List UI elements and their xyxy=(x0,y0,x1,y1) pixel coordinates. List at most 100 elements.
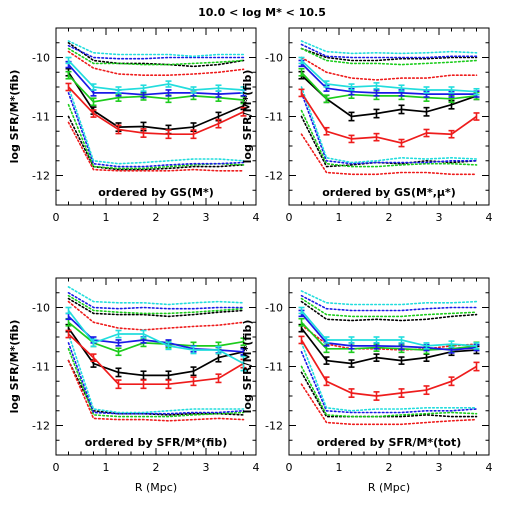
y-axis-label: log SFR/M*(fib) xyxy=(241,70,254,164)
y-tick-label: -12 xyxy=(32,170,50,183)
series-line-dotted-cyan xyxy=(300,86,478,164)
x-tick-label: 1 xyxy=(336,461,343,474)
series-line-green xyxy=(300,71,477,100)
series-line-dotted-green xyxy=(300,365,478,418)
y-tick-label: -12 xyxy=(265,170,283,183)
series-group xyxy=(65,40,247,172)
y-tick-label: -12 xyxy=(32,420,50,433)
figure-title: 10.0 < log M* < 10.5 xyxy=(198,6,326,19)
series-line-dotted-cyan xyxy=(300,40,478,55)
y-axis-label: log SFR/M*(fib) xyxy=(241,320,254,414)
series-line-dotted-red xyxy=(67,300,245,331)
series-line-dotted-green xyxy=(67,47,245,66)
series-line-black xyxy=(300,327,477,365)
series-line-dotted-red xyxy=(300,133,478,176)
series-line-dotted-black xyxy=(67,359,245,416)
x-tick-label: 0 xyxy=(286,211,293,224)
series-line-dotted-green xyxy=(300,109,478,168)
series-line-dotted-black xyxy=(300,371,478,418)
series-group xyxy=(298,40,480,176)
y-tick-label: -10 xyxy=(32,52,50,65)
series-line-cyan xyxy=(67,309,244,365)
x-tick-label: 4 xyxy=(486,461,493,474)
plot-frame xyxy=(55,277,257,456)
series-line-dotted-blue xyxy=(67,92,245,168)
y-axis-label: log SFR/M*(fib) xyxy=(8,320,21,414)
series-line-dotted-red xyxy=(67,121,245,172)
series-line-dotted-red xyxy=(67,359,245,422)
x-tick-label: 3 xyxy=(203,211,210,224)
series-line-red xyxy=(300,92,477,144)
series-line-dotted-green xyxy=(300,297,478,318)
x-tick-label: 0 xyxy=(53,211,60,224)
plot-frame xyxy=(288,27,490,206)
series-line-dotted-cyan xyxy=(300,290,478,306)
x-tick-label: 1 xyxy=(336,211,343,224)
y-tick-label: -10 xyxy=(265,302,283,315)
panel-annotation: ordered by SFR/M*(tot) xyxy=(317,436,462,449)
series-line-dotted-blue xyxy=(67,342,245,415)
x-tick-label: 3 xyxy=(203,461,210,474)
series-line-dotted-blue xyxy=(300,350,478,414)
x-tick-label: 2 xyxy=(386,211,393,224)
series-line-dotted-cyan xyxy=(67,333,245,414)
x-tick-label: 0 xyxy=(53,461,60,474)
series-line-dotted-cyan xyxy=(67,40,245,58)
series-line-dotted-green xyxy=(67,294,245,315)
series-group xyxy=(65,286,247,422)
x-tick-label: 2 xyxy=(153,461,160,474)
series-line-dotted-cyan xyxy=(300,342,478,412)
series-line-dotted-red xyxy=(300,324,478,351)
series-line-black xyxy=(300,74,477,118)
series-line-blue xyxy=(300,312,477,351)
series-line-dotted-cyan xyxy=(67,86,245,165)
panel-2: 0 1 2 3 4 -10 -11 -12 log SFR/M*(fib) ordered by … xyxy=(241,27,493,224)
series-line-cyan xyxy=(300,59,477,93)
x-tick-label: 2 xyxy=(386,461,393,474)
y-tick-label: -11 xyxy=(32,111,50,124)
series-line-dotted-blue xyxy=(300,43,478,59)
y-axis-label: log SFR/M*(fib) xyxy=(8,70,21,164)
x-tick-label: 1 xyxy=(103,461,110,474)
series-line-dotted-blue xyxy=(300,92,478,165)
panel-annotation: ordered by GS(M*) xyxy=(98,186,213,199)
series-line-dotted-black xyxy=(67,115,245,171)
series-line-dotted-red xyxy=(300,383,478,426)
series-line-black xyxy=(67,71,244,131)
series-line-black xyxy=(67,327,244,377)
series-line-red xyxy=(300,339,477,397)
y-tick-label: -11 xyxy=(265,111,283,124)
y-tick-label: -11 xyxy=(32,361,50,374)
series-line-dotted-green xyxy=(67,347,245,418)
series-line-green xyxy=(67,321,244,353)
panel-4: 0 1 2 3 4 -10 -11 -12 log SFR/M*(fib) R (Mpc) orde… xyxy=(241,277,493,494)
series-group xyxy=(298,290,480,426)
panel-3: 0 1 2 3 4 -10 -11 -12 log SFR/M*(fib) R (Mpc) orde… xyxy=(8,277,260,494)
series-line-dotted-black xyxy=(67,297,245,318)
x-tick-label: 3 xyxy=(436,211,443,224)
y-tick-label: -12 xyxy=(265,420,283,433)
series-line-dotted-black xyxy=(300,300,478,322)
x-axis-label: R (Mpc) xyxy=(135,481,177,494)
series-line-dotted-green xyxy=(300,47,478,66)
series-line-dotted-black xyxy=(300,47,478,62)
y-tick-label: -11 xyxy=(265,361,283,374)
y-tick-label: -10 xyxy=(32,302,50,315)
y-tick-label: -10 xyxy=(265,52,283,65)
panel-annotation: ordered by SFR/M*(fib) xyxy=(85,436,227,449)
series-line-blue xyxy=(67,64,244,96)
series-line-cyan xyxy=(67,59,244,91)
x-tick-label: 2 xyxy=(153,211,160,224)
panel-1: 0 1 2 3 4 -10 -11 -12 log SFR/M*(fib) ordered by … xyxy=(8,27,260,224)
x-tick-label: 4 xyxy=(486,211,493,224)
series-line-green xyxy=(67,74,244,103)
x-tick-label: 4 xyxy=(253,461,260,474)
series-line-dotted-red xyxy=(67,50,245,76)
series-line-red xyxy=(67,86,244,136)
series-line-dotted-black xyxy=(300,115,478,168)
x-tick-label: 4 xyxy=(253,211,260,224)
panel-annotation: ordered by GS(M*,μ*) xyxy=(322,186,456,199)
series-line-dotted-cyan xyxy=(67,286,245,306)
series-line-dotted-blue xyxy=(67,291,245,310)
